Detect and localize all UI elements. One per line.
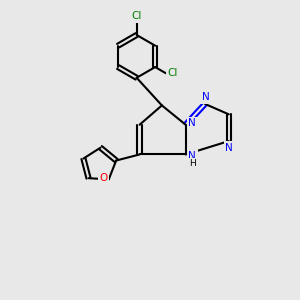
Text: N: N (188, 118, 196, 128)
Text: Cl: Cl (131, 11, 142, 21)
Text: Cl: Cl (167, 68, 178, 78)
Text: N: N (226, 142, 233, 153)
Text: N: N (202, 92, 209, 102)
Text: H: H (189, 160, 196, 169)
Text: N: N (188, 151, 196, 161)
Text: O: O (99, 173, 107, 183)
